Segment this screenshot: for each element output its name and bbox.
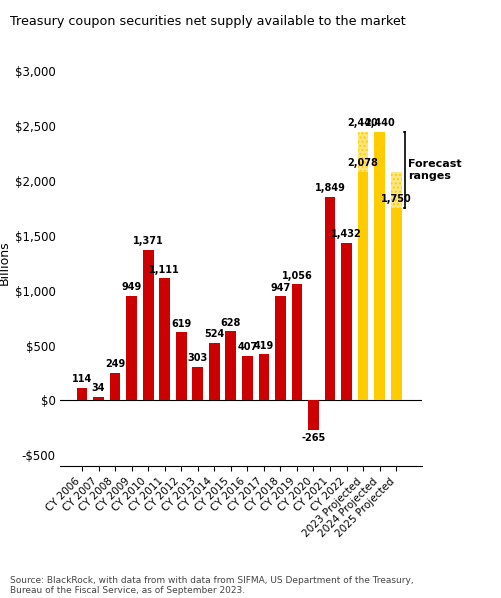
Text: 2,078: 2,078 xyxy=(347,158,378,168)
Bar xyxy=(291,285,302,401)
Text: 628: 628 xyxy=(220,318,240,328)
Bar xyxy=(357,132,368,172)
Bar xyxy=(390,172,401,208)
Bar xyxy=(324,197,335,401)
Bar xyxy=(225,331,236,401)
Text: 407: 407 xyxy=(237,342,257,352)
Text: Forecast
ranges: Forecast ranges xyxy=(407,160,460,181)
Text: 947: 947 xyxy=(270,283,290,292)
Text: 619: 619 xyxy=(171,319,191,329)
Y-axis label: Billions: Billions xyxy=(0,241,11,285)
Bar xyxy=(126,296,137,401)
Bar xyxy=(159,279,170,401)
Bar xyxy=(357,172,368,401)
Bar xyxy=(175,332,186,401)
Text: 114: 114 xyxy=(72,374,92,384)
Text: 1,371: 1,371 xyxy=(133,236,163,246)
Text: 34: 34 xyxy=(92,383,105,393)
Text: 1,056: 1,056 xyxy=(281,270,312,280)
Bar xyxy=(110,373,120,401)
Text: Source: BlackRock, with data from with data from SIFMA, US Department of the Tre: Source: BlackRock, with data from with d… xyxy=(10,576,413,595)
Text: 2,440: 2,440 xyxy=(347,118,378,129)
Bar xyxy=(308,401,318,429)
Bar xyxy=(77,388,87,401)
Bar xyxy=(192,367,203,401)
Text: 2,440: 2,440 xyxy=(364,118,394,129)
Bar xyxy=(241,356,252,401)
Bar xyxy=(275,297,285,401)
Text: 303: 303 xyxy=(187,353,207,364)
Text: 1,111: 1,111 xyxy=(149,264,180,274)
Text: 524: 524 xyxy=(204,329,224,339)
Bar xyxy=(142,250,153,401)
Bar xyxy=(374,132,384,401)
Text: -265: -265 xyxy=(301,434,325,444)
Bar xyxy=(390,208,401,401)
Bar xyxy=(208,343,219,401)
Text: 249: 249 xyxy=(105,359,125,370)
Text: 1,432: 1,432 xyxy=(331,229,361,239)
Bar xyxy=(258,355,269,401)
Text: 1,750: 1,750 xyxy=(380,194,411,205)
Text: 1,849: 1,849 xyxy=(314,184,345,193)
Text: Treasury coupon securities net supply available to the market: Treasury coupon securities net supply av… xyxy=(10,15,405,28)
Bar xyxy=(93,396,104,401)
Bar xyxy=(341,243,351,401)
Text: 419: 419 xyxy=(254,341,274,350)
Text: 949: 949 xyxy=(121,282,141,292)
